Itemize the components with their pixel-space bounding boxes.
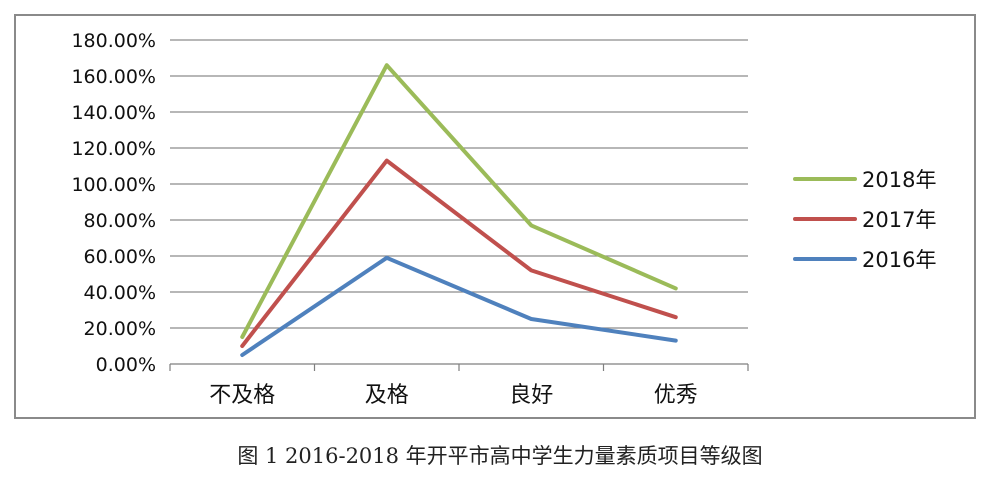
- series-line: [240, 63, 678, 339]
- y-tick-label: 160.00%: [71, 66, 156, 88]
- y-tick-label: 120.00%: [71, 138, 156, 160]
- y-tick-label: 0.00%: [96, 354, 156, 376]
- y-tick-label: 20.00%: [84, 318, 156, 340]
- y-tick-label: 140.00%: [71, 102, 156, 124]
- chart-frame: [14, 14, 976, 419]
- figure-caption: 图 1 2016-2018 年开平市高中学生力量素质项目等级图: [237, 444, 763, 468]
- x-category-label: 不及格: [209, 383, 275, 408]
- series-line: [240, 255, 678, 357]
- x-category-label: 优秀: [654, 383, 698, 408]
- y-tick-label: 40.00%: [84, 282, 156, 304]
- y-tick-label: 180.00%: [71, 30, 156, 52]
- y-tick-label: 100.00%: [71, 174, 156, 196]
- x-category-label: 良好: [509, 383, 553, 408]
- y-tick-label: 60.00%: [84, 246, 156, 268]
- legend-label: 2018年: [862, 168, 936, 192]
- y-tick-label: 80.00%: [84, 210, 156, 232]
- legend-label: 2017年: [862, 208, 936, 232]
- line-chart: 0.00% 20.00% 40.00% 60.00% 80.00% 100.00% 120.…: [71, 30, 936, 408]
- legend-label: 2016年: [862, 248, 936, 272]
- series-line: [240, 158, 678, 348]
- x-category-label: 及格: [365, 383, 409, 408]
